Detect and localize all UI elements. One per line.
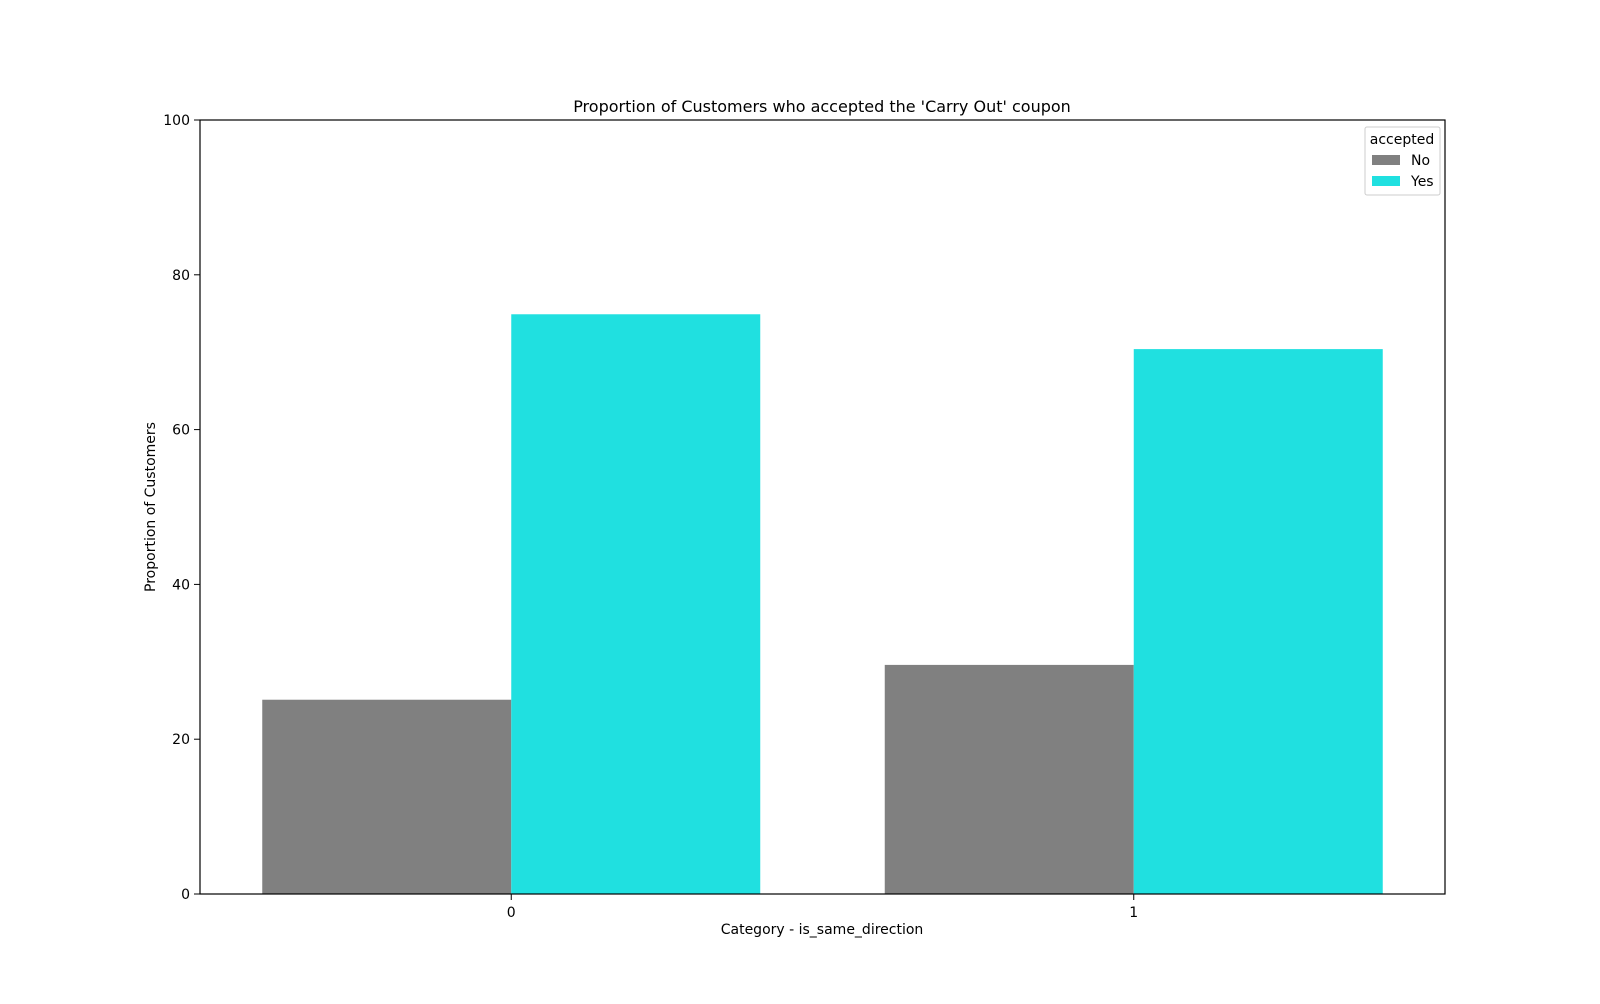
x-tick-label: 1 <box>1129 905 1138 921</box>
legend-title: accepted <box>1370 132 1434 148</box>
y-tick-label: 60 <box>172 423 190 439</box>
bar-no-1 <box>884 664 1134 894</box>
y-tick-label: 40 <box>172 577 190 593</box>
chart-title: Proportion of Customers who accepted the… <box>573 97 1071 116</box>
y-tick-label: 80 <box>172 268 190 284</box>
bar-no-0 <box>262 699 512 894</box>
y-axis: 0 20 40 60 80 100 <box>163 113 200 903</box>
bar-yes-0 <box>511 314 761 894</box>
y-tick-label: 0 <box>181 887 190 903</box>
legend-label-yes: Yes <box>1410 174 1434 190</box>
y-tick-label: 20 <box>172 732 190 748</box>
bars-group <box>262 314 1383 894</box>
x-axis-label: Category - is_same_direction <box>721 922 924 938</box>
plot-frame <box>199 119 1446 895</box>
legend: accepted No Yes <box>1364 126 1441 196</box>
legend-swatch-yes <box>1372 176 1400 186</box>
y-axis-label: Proportion of Customers <box>143 422 159 592</box>
y-tick-label: 100 <box>163 113 190 129</box>
bar-yes-1 <box>1133 349 1383 894</box>
x-tick-label: 0 <box>507 905 516 921</box>
legend-swatch-no <box>1372 155 1400 165</box>
legend-label-no: No <box>1411 153 1430 169</box>
